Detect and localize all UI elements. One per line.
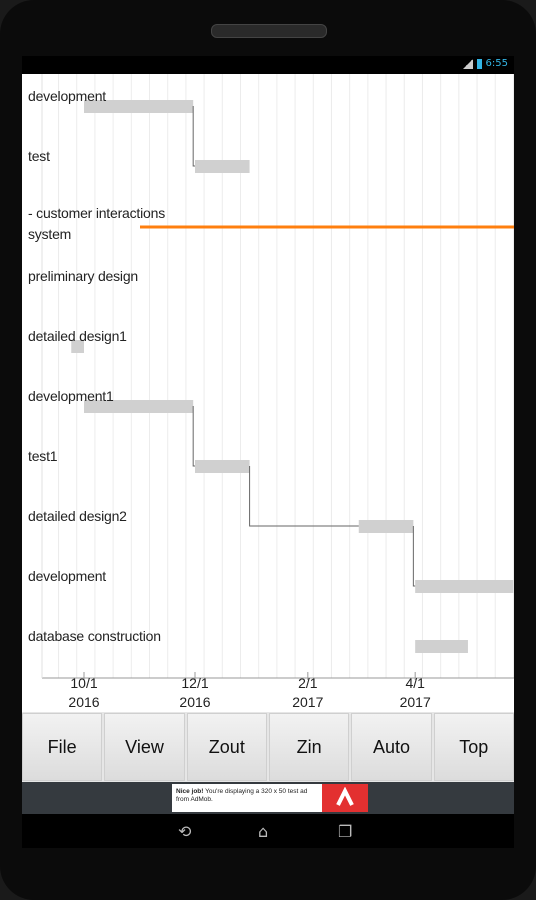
gantt-bar[interactable]: [195, 160, 250, 173]
toolbar: File View Zout Zin Auto Top: [22, 712, 514, 782]
gantt-bar[interactable]: [415, 580, 514, 593]
x-tick-label: 10/1: [70, 675, 97, 691]
task-label: system: [28, 226, 72, 242]
task-label: development: [28, 88, 106, 104]
auto-button[interactable]: Auto: [351, 713, 432, 781]
x-tick-year: 2016: [179, 694, 210, 710]
zoom-out-button[interactable]: Zout: [186, 713, 267, 781]
x-tick-label: 4/1: [405, 675, 425, 691]
task-label: preliminary design: [28, 268, 139, 284]
x-tick-year: 2017: [400, 694, 431, 710]
gantt-chart[interactable]: 10/1 2016 12/1 2016 2/1 2017 4/1 2017: [22, 74, 514, 714]
device-speaker: [211, 24, 327, 38]
task-label: - customer interactions: [28, 205, 166, 221]
gantt-screen[interactable]: 10/1 2016 12/1 2016 2/1 2017 4/1 2017 developme…: [22, 74, 514, 714]
gantt-bar[interactable]: [195, 460, 250, 473]
ad-bar: Nice job! You're displaying a 320 x 50 t…: [22, 782, 514, 814]
x-tick-year: 2016: [68, 694, 99, 710]
gantt-bar[interactable]: [415, 640, 468, 653]
dependency-line: [412, 526, 416, 587]
gantt-bar[interactable]: [84, 100, 194, 113]
ad-body: You're displaying a 320 x 50 test ad fro…: [176, 788, 308, 803]
gantt-bar[interactable]: [71, 340, 84, 353]
gantt-bar[interactable]: [84, 400, 194, 413]
zoom-in-button[interactable]: Zin: [268, 713, 350, 781]
ad-banner[interactable]: Nice job! You're displaying a 320 x 50 t…: [172, 784, 368, 812]
status-bar: 6:55: [22, 56, 514, 74]
back-icon[interactable]: ⟲: [178, 822, 192, 841]
status-time: 6:55: [485, 58, 508, 69]
battery-icon: [476, 58, 482, 69]
task-label: test: [28, 148, 50, 164]
home-icon[interactable]: ⌂: [258, 822, 269, 841]
dependency-line: [192, 106, 195, 167]
top-button[interactable]: Top: [433, 713, 514, 781]
signal-icon: [462, 58, 473, 69]
task-label: test1: [28, 448, 58, 464]
dependency-line: [192, 406, 195, 467]
view-button[interactable]: View: [104, 713, 185, 781]
x-tick-label: 12/1: [181, 675, 208, 691]
task-label: detailed design2: [28, 508, 127, 524]
x-tick-label: 2/1: [298, 675, 318, 691]
recents-icon[interactable]: ❐: [338, 822, 353, 841]
task-label: development: [28, 568, 106, 584]
task-label: detailed design1: [28, 328, 127, 344]
file-button[interactable]: File: [22, 713, 103, 781]
x-tick-year: 2017: [292, 694, 323, 710]
ad-title: Nice job!: [176, 788, 204, 795]
gantt-bar[interactable]: [358, 520, 414, 533]
task-label: database construction: [28, 628, 161, 644]
nav-bar: ⟲ ⌂ ❐: [22, 814, 514, 848]
admob-logo-icon: [322, 784, 368, 812]
task-label: development1: [28, 388, 114, 404]
dependency-line: [249, 466, 359, 527]
